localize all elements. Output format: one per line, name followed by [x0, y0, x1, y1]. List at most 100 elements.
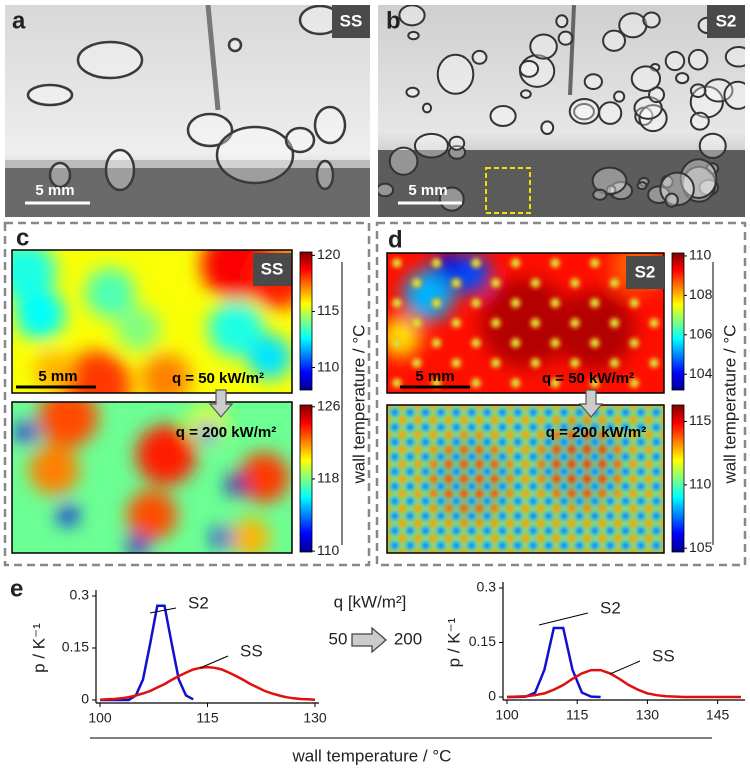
colorbar — [671, 252, 685, 391]
y-tick-label: 0 — [81, 691, 89, 707]
dot — [421, 526, 430, 535]
dot — [498, 482, 507, 491]
series-label: S2 — [188, 593, 209, 612]
heatmap-blob — [85, 267, 135, 318]
panel-frame — [375, 221, 747, 567]
dot — [436, 438, 445, 446]
heatmap-blob — [15, 289, 65, 340]
dot — [559, 467, 568, 476]
heatmap-blob — [29, 444, 79, 495]
dot — [590, 512, 599, 520]
dot — [498, 467, 507, 476]
dot — [606, 482, 615, 491]
x-tick-label: 145 — [706, 707, 730, 723]
dot — [421, 467, 430, 476]
heatmap-blob — [230, 517, 270, 553]
dot — [406, 423, 415, 432]
dot — [513, 541, 522, 550]
dot — [406, 541, 415, 550]
dot — [406, 526, 415, 535]
dot — [559, 423, 568, 432]
down-arrow — [578, 389, 604, 418]
bubble — [591, 166, 628, 195]
dot — [452, 541, 461, 550]
bubble — [448, 135, 466, 151]
dot — [406, 452, 415, 461]
dot — [452, 497, 461, 506]
dot — [575, 438, 584, 446]
heatmap-field — [16, 402, 289, 553]
dot — [452, 467, 461, 476]
bubble — [215, 125, 295, 185]
dot — [513, 526, 522, 535]
dot — [590, 452, 599, 461]
dot — [544, 512, 553, 520]
dot — [575, 512, 584, 520]
dot — [529, 438, 538, 446]
dot — [636, 408, 645, 417]
dot — [390, 452, 399, 461]
heatmap-blob — [554, 290, 635, 370]
dot — [591, 340, 598, 346]
dot — [636, 512, 645, 520]
dot — [544, 423, 553, 432]
series-leader — [538, 612, 589, 626]
heatmap-frame — [386, 404, 665, 554]
series-line — [506, 668, 741, 699]
dot — [529, 467, 538, 476]
dot — [606, 512, 615, 520]
colorbar-tick-label: 110 — [689, 247, 712, 263]
heatmap — [12, 250, 292, 393]
dot — [406, 482, 415, 491]
dot — [532, 320, 539, 326]
dot — [421, 452, 430, 461]
dot — [498, 526, 507, 535]
dot — [421, 541, 430, 550]
photos — [5, 5, 745, 217]
dot — [559, 438, 568, 446]
heatmap-blob — [128, 535, 148, 553]
dot — [467, 408, 476, 417]
dot — [559, 541, 568, 550]
dot — [611, 360, 618, 366]
colorbar-tick-label: 115 — [689, 412, 712, 428]
dot — [591, 300, 598, 306]
bubble — [104, 148, 136, 192]
scale-label: 5 mm — [415, 368, 454, 385]
dot — [513, 482, 522, 491]
dot — [631, 380, 638, 386]
dot — [590, 438, 599, 446]
tag: S2 — [716, 11, 737, 30]
bubble — [76, 40, 144, 80]
dot — [483, 482, 492, 491]
dot — [467, 497, 476, 506]
dot — [544, 438, 553, 446]
dot — [498, 423, 507, 432]
dot — [473, 380, 480, 386]
bubble — [723, 80, 745, 110]
dot — [544, 541, 553, 550]
heatmap-blob — [480, 278, 571, 368]
heatmap-blob — [61, 350, 131, 393]
dot — [512, 380, 519, 386]
bubble — [675, 72, 690, 85]
dot — [559, 512, 568, 520]
dot — [606, 452, 615, 461]
dot — [652, 452, 661, 461]
dot — [552, 260, 559, 266]
dot — [590, 541, 599, 550]
heatmap-frame — [11, 249, 293, 394]
dot — [513, 408, 522, 417]
dot — [452, 452, 461, 461]
heater-top — [5, 160, 370, 168]
dot — [652, 438, 661, 446]
q-to: 200 — [394, 629, 422, 648]
dot — [544, 482, 553, 491]
heat-flux-label: q = 50 kW/m² — [542, 370, 634, 387]
colorbar-tick-label: 126 — [317, 398, 341, 414]
dot — [575, 408, 584, 417]
dot — [452, 526, 461, 535]
colorbar-tick-label: 120 — [317, 246, 341, 262]
dot — [452, 512, 461, 520]
